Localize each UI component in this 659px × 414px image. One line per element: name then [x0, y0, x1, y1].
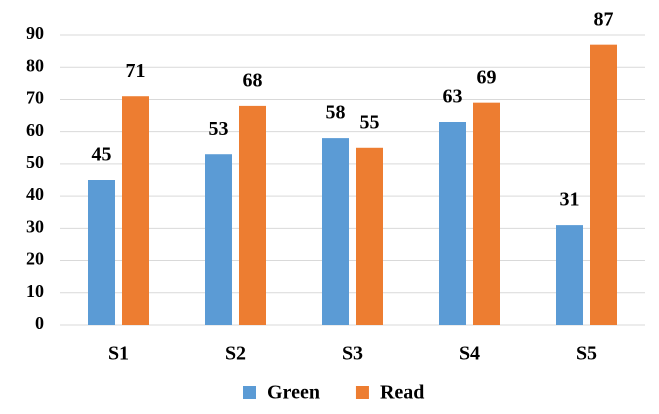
value-label: 55 — [360, 111, 380, 133]
y-tick-label: 30 — [26, 216, 44, 236]
bar — [439, 122, 466, 325]
value-label: 71 — [126, 60, 146, 82]
y-tick-label: 10 — [26, 281, 44, 301]
bar — [88, 180, 115, 325]
y-tick-label: 0 — [35, 313, 44, 333]
value-label: 69 — [477, 66, 497, 88]
value-label: 53 — [209, 118, 229, 140]
y-tick-label: 50 — [26, 152, 44, 172]
bar — [473, 102, 500, 326]
bar — [322, 138, 349, 325]
legend-label: Green — [267, 382, 320, 404]
legend-swatch — [355, 386, 369, 399]
x-tick-label: S3 — [342, 343, 363, 365]
x-tick-label: S4 — [459, 343, 480, 365]
x-tick-label: S1 — [108, 343, 129, 365]
y-tick-label: 40 — [26, 184, 44, 204]
y-tick-label: 60 — [26, 120, 44, 140]
y-tick-label: 70 — [26, 88, 44, 108]
value-label: 87 — [594, 8, 614, 30]
y-tick-label: 90 — [26, 23, 44, 43]
y-tick-label: 80 — [26, 55, 44, 75]
bar — [239, 105, 266, 325]
bar — [356, 147, 383, 325]
value-label: 45 — [92, 144, 112, 166]
bar — [556, 225, 583, 325]
value-label: 58 — [326, 102, 346, 124]
value-label: 31 — [560, 189, 580, 211]
legend-swatch — [243, 386, 256, 399]
bar — [205, 154, 232, 325]
legend-label: Read — [380, 382, 424, 404]
x-tick-label: S5 — [576, 343, 597, 365]
value-label: 63 — [443, 86, 463, 108]
bar — [590, 44, 617, 326]
x-tick-label: S2 — [225, 343, 246, 365]
bar — [122, 96, 149, 325]
y-tick-label: 20 — [26, 249, 44, 269]
value-label: 68 — [243, 69, 263, 91]
